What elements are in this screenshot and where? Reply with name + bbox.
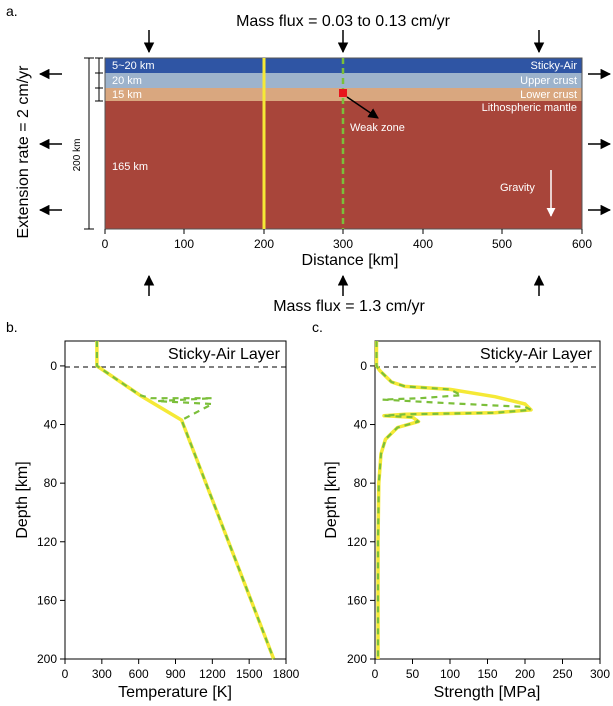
c-x-tick-50: 50 <box>406 667 420 681</box>
b-y-tick-0: 0 <box>50 359 57 373</box>
panel-b-y-ticks <box>60 365 65 660</box>
weak-zone-arrow <box>346 96 379 119</box>
a-x-tick-400: 400 <box>413 237 433 251</box>
b-x-tick-1800: 1800 <box>273 667 300 681</box>
b-x-tick-1200: 1200 <box>199 667 226 681</box>
panel-c: c. Sticky-Air Layer 0 40 80 120 160 200 … <box>312 319 610 701</box>
weak-zone-marker <box>339 89 347 97</box>
c-y-tick-160: 160 <box>347 593 367 607</box>
layer-name-sticky-air: Sticky-Air <box>531 60 578 72</box>
panel-c-x-ticks <box>374 659 601 664</box>
a-x-tick-0: 0 <box>102 237 109 251</box>
weak-zone-label: Weak zone <box>350 122 405 134</box>
distance-axis-title: Distance [km] <box>302 252 399 269</box>
temperature-profile-dashed <box>95 341 275 660</box>
panel-b-frame <box>64 340 287 660</box>
b-x-tick-600: 600 <box>129 667 149 681</box>
panel-b-depth-axis-title: Depth [km] <box>14 461 31 538</box>
c-y-tick-120: 120 <box>347 535 367 549</box>
panel-c-depth-axis-title: Depth [km] <box>323 461 340 538</box>
c-x-tick-100: 100 <box>440 667 460 681</box>
strength-profile-solid <box>374 341 533 659</box>
layer-sticky-air <box>105 58 582 73</box>
extension-rate-title: Extension rate = 2 cm/yr <box>15 65 32 239</box>
dimension-markers <box>84 57 103 230</box>
layer-thickness-sticky-air: 5~20 km <box>112 60 155 72</box>
layer-name-lower-crust: Lower crust <box>520 89 577 101</box>
mass-flux-bottom-title: Mass flux = 1.3 cm/yr <box>273 298 425 315</box>
b-y-tick-200: 200 <box>37 652 57 666</box>
mass-flux-top-title: Mass flux = 0.03 to 0.13 cm/yr <box>236 13 451 30</box>
c-x-tick-300: 300 <box>590 667 610 681</box>
c-x-tick-250: 250 <box>552 667 572 681</box>
panel-b: b. Sticky-Air Layer 0 40 80 120 160 200 … <box>6 319 300 701</box>
strength-axis-title: Strength [MPa] <box>434 684 541 701</box>
temperature-axis-title: Temperature [K] <box>118 684 232 701</box>
c-y-tick-200: 200 <box>347 652 367 666</box>
strength-profile-dashed <box>375 341 533 659</box>
b-y-tick-160: 160 <box>37 593 57 607</box>
layer-name-upper-crust: Upper crust <box>520 75 577 87</box>
panel-b-annotation: Sticky-Air Layer <box>168 346 281 363</box>
c-x-tick-0: 0 <box>372 667 379 681</box>
layer-thickness-mantle: 165 km <box>112 161 148 173</box>
b-x-tick-300: 300 <box>92 667 112 681</box>
panel-c-y-ticks <box>370 365 375 660</box>
a-x-tick-100: 100 <box>174 237 194 251</box>
layer-thickness-upper-crust: 20 km <box>112 75 142 87</box>
panel-a: a. Mass flux = 0.03 to 0.13 cm/yr Mass f… <box>6 3 612 315</box>
a-x-tick-600: 600 <box>572 237 592 251</box>
gravity-label: Gravity <box>500 182 535 194</box>
temperature-profile-solid <box>95 341 276 660</box>
panel-a-x-axis <box>104 229 583 234</box>
b-x-tick-1500: 1500 <box>236 667 263 681</box>
a-x-tick-300: 300 <box>333 237 353 251</box>
panel-c-annotation: Sticky-Air Layer <box>480 346 593 363</box>
b-x-tick-900: 900 <box>165 667 185 681</box>
b-y-tick-120: 120 <box>37 535 57 549</box>
panel-c-label: c. <box>312 319 323 335</box>
c-y-tick-0: 0 <box>360 359 367 373</box>
flux-arrows <box>38 30 612 296</box>
a-x-tick-500: 500 <box>492 237 512 251</box>
height-label: 200 km <box>72 139 83 172</box>
panel-b-x-ticks <box>64 659 287 664</box>
panel-b-label: b. <box>6 319 18 335</box>
c-y-tick-80: 80 <box>354 476 368 490</box>
c-y-tick-40: 40 <box>354 418 368 432</box>
c-x-tick-200: 200 <box>515 667 535 681</box>
b-y-tick-40: 40 <box>44 418 58 432</box>
b-y-tick-80: 80 <box>44 476 58 490</box>
layer-thickness-lower-crust: 15 km <box>112 89 142 101</box>
a-x-tick-200: 200 <box>254 237 274 251</box>
c-x-tick-150: 150 <box>477 667 497 681</box>
b-x-tick-0: 0 <box>62 667 69 681</box>
panel-a-label: a. <box>6 3 18 19</box>
layer-name-mantle: Lithospheric mantle <box>482 102 577 114</box>
panel-c-frame <box>374 340 601 660</box>
